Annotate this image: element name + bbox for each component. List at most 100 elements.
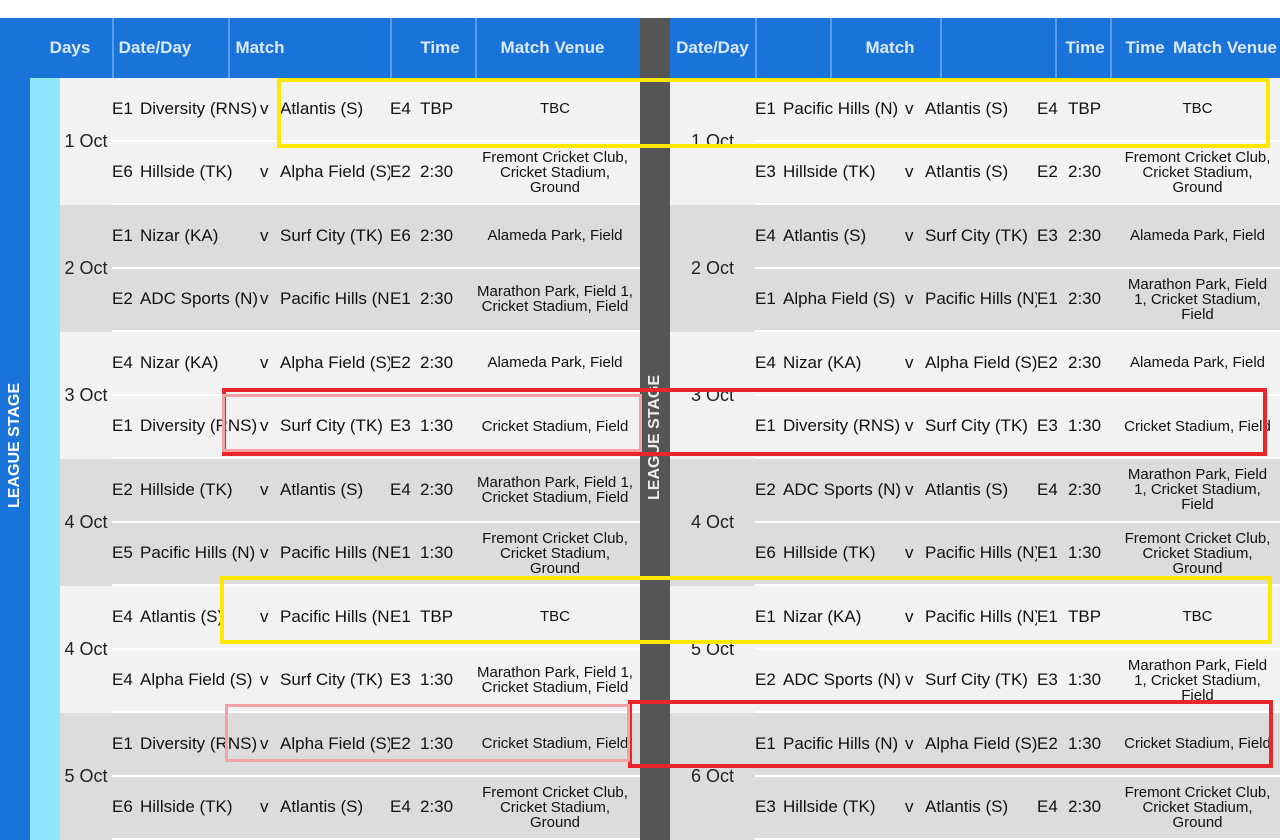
cell-ground: E2 xyxy=(1037,162,1058,182)
cell-time: 2:30 xyxy=(420,797,454,817)
header-time-2: Time xyxy=(1125,38,1165,57)
cell-team2: Atlantis (S) xyxy=(925,98,1009,118)
cell-time: TBP xyxy=(420,98,454,118)
cell-time: 2:30 xyxy=(420,225,454,245)
table-row xyxy=(755,141,1280,203)
header-match-venue: Match Venue xyxy=(1173,38,1277,57)
cell-time: 1:30 xyxy=(1068,733,1102,753)
cell-time: 2:30 xyxy=(1068,225,1102,245)
cell-time: 2:30 xyxy=(1068,289,1102,309)
cell-team1: Alpha Field (S) xyxy=(140,670,253,690)
cell-team2: Pacific Hills (N) xyxy=(925,289,1037,309)
cell-ground: E1 xyxy=(390,289,411,309)
table-row xyxy=(112,776,640,838)
cell-vs: v xyxy=(905,162,914,182)
header-match: Match xyxy=(865,38,915,57)
left-side-label: LEAGUE STAGE xyxy=(6,382,23,508)
cell-no: E2 xyxy=(112,479,133,499)
cell-team2: Atlantis (S) xyxy=(925,797,1009,817)
cell-team1: Diversity (RNS) xyxy=(783,416,901,436)
cell-vs: v xyxy=(260,670,269,690)
cell-team2: Surf City (TK) xyxy=(925,416,1028,436)
cell-team2: Alpha Field (S) xyxy=(280,733,390,753)
cell-team2: Pacific Hills (N) xyxy=(280,543,390,563)
date-cell: 2 Oct xyxy=(670,205,755,332)
date-cell: 1 Oct xyxy=(60,78,112,205)
cell-team2: Alpha Field (S) xyxy=(280,162,390,182)
table-row xyxy=(112,586,640,648)
table-row xyxy=(755,332,1280,394)
cell-vs: v xyxy=(905,606,914,626)
cell-time: 1:30 xyxy=(1068,543,1102,563)
cell-team2: Surf City (TK) xyxy=(925,225,1028,245)
cell-ground: E4 xyxy=(390,797,411,817)
cell-vs: v xyxy=(905,416,914,436)
cell-team1: Nizar (KA) xyxy=(140,352,219,372)
cell-time: TBP xyxy=(420,606,454,626)
cell-venue: Marathon Park, Field 1, Cricket Stadium,… xyxy=(477,664,633,697)
cell-time: 1:30 xyxy=(420,416,454,436)
cell-venue: Fremont Cricket Club, Cricket Stadium, G… xyxy=(1124,529,1271,577)
cell-ground: E2 xyxy=(390,162,411,182)
cell-team1: Hillside (TK) xyxy=(783,162,876,182)
cell-team1: Hillside (TK) xyxy=(140,797,233,817)
cell-vs: v xyxy=(905,479,914,499)
cell-venue: Marathon Park, Field 1, Cricket Stadium,… xyxy=(1127,656,1268,704)
cell-vs: v xyxy=(905,670,914,690)
cell-vs: v xyxy=(260,289,269,309)
cell-no: E4 xyxy=(112,606,133,626)
cell-ground: E2 xyxy=(390,733,411,753)
cell-vs: v xyxy=(905,352,914,372)
cell-vs: v xyxy=(260,543,269,563)
cell-vs: v xyxy=(260,416,269,436)
date-cell: 2 Oct xyxy=(60,205,112,332)
cell-time: 2:30 xyxy=(1068,162,1102,182)
table-row xyxy=(112,459,640,521)
cell-time: 1:30 xyxy=(420,670,454,690)
cell-venue: Alameda Park, Field xyxy=(487,227,623,245)
cell-vs: v xyxy=(905,733,914,753)
cell-no: E2 xyxy=(755,670,776,690)
cell-no: E1 xyxy=(755,416,776,436)
date-cell: 5 Oct xyxy=(60,713,112,840)
cell-ground: E3 xyxy=(390,416,411,436)
cell-no: E1 xyxy=(112,733,133,753)
cell-time: 2:30 xyxy=(1068,479,1102,499)
left-side-band xyxy=(0,18,30,840)
cell-team2: Atlantis (S) xyxy=(280,479,364,499)
table-row xyxy=(755,78,1280,140)
date-cell: 4 Oct xyxy=(60,586,112,713)
cell-no: E1 xyxy=(112,416,133,436)
cell-vs: v xyxy=(905,543,914,563)
cell-ground: E1 xyxy=(1037,289,1058,309)
cell-time: 2:30 xyxy=(420,479,454,499)
cell-no: E1 xyxy=(112,225,133,245)
header-time: Time xyxy=(420,38,460,57)
cell-team1: Hillside (TK) xyxy=(140,162,233,182)
cell-team1: Hillside (TK) xyxy=(140,479,233,499)
cell-no: E1 xyxy=(755,98,776,118)
cell-team1: Hillside (TK) xyxy=(783,543,876,563)
cell-ground: E2 xyxy=(1037,352,1058,372)
cell-no: E6 xyxy=(112,162,133,182)
cell-ground: E1 xyxy=(390,543,411,563)
date-cell: 4 Oct xyxy=(60,459,112,586)
cell-venue: Fremont Cricket Club, Cricket Stadium, G… xyxy=(1124,783,1271,831)
cell-venue: TBC xyxy=(540,100,570,118)
header-date-day: Date/Day xyxy=(676,38,749,57)
cell-venue: Fremont Cricket Club, Cricket Stadium, G… xyxy=(482,783,628,831)
cell-ground: E2 xyxy=(390,352,411,372)
cell-vs: v xyxy=(260,225,269,245)
cell-no: E2 xyxy=(112,289,133,309)
cell-team1: Diversity (RNS) xyxy=(140,98,258,118)
cell-vs: v xyxy=(260,733,269,753)
cell-ground: E3 xyxy=(390,670,411,690)
cell-vs: v xyxy=(260,479,269,499)
date-cell: 5 Oct xyxy=(670,586,755,713)
cell-team1: ADC Sports (N) xyxy=(783,670,902,690)
cell-venue: Fremont Cricket Club, Cricket Stadium, G… xyxy=(1124,148,1271,196)
cell-venue: Alameda Park, Field xyxy=(487,354,623,372)
cell-team1: Atlantis (S) xyxy=(140,606,224,626)
header-time: Time xyxy=(1065,38,1105,57)
cell-team2: Surf City (TK) xyxy=(925,670,1028,690)
